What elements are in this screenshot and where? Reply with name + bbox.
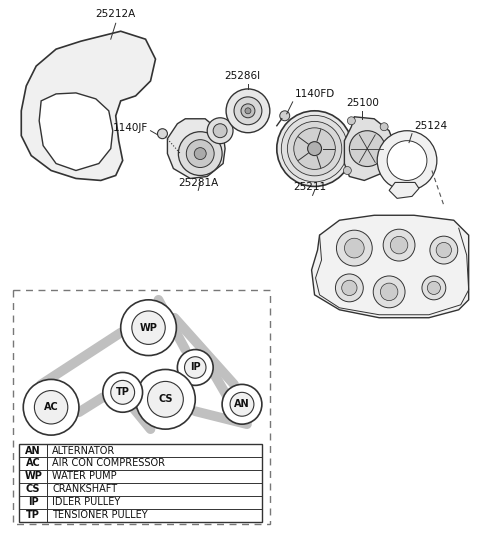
Text: WATER PUMP: WATER PUMP <box>52 471 117 481</box>
Polygon shape <box>312 215 468 318</box>
Circle shape <box>436 243 452 258</box>
Circle shape <box>427 281 441 294</box>
Bar <box>19 444 262 522</box>
Circle shape <box>111 381 134 404</box>
Text: 25100: 25100 <box>346 98 379 108</box>
Circle shape <box>288 122 342 176</box>
Text: AIR CON COMPRESSOR: AIR CON COMPRESSOR <box>52 458 165 469</box>
Circle shape <box>132 311 165 344</box>
Text: 25286I: 25286I <box>224 71 260 81</box>
Circle shape <box>348 117 355 125</box>
Text: CS: CS <box>26 484 40 494</box>
Circle shape <box>380 283 398 301</box>
Text: 25211: 25211 <box>293 182 326 192</box>
Circle shape <box>184 357 206 378</box>
Circle shape <box>230 392 254 416</box>
Circle shape <box>207 118 233 144</box>
Text: AC: AC <box>26 458 41 469</box>
Circle shape <box>308 142 322 156</box>
Text: IDLER PULLEY: IDLER PULLEY <box>52 497 120 507</box>
Text: ALTERNATOR: ALTERNATOR <box>52 446 115 456</box>
Circle shape <box>277 111 352 187</box>
Circle shape <box>387 141 427 181</box>
Circle shape <box>35 391 68 424</box>
Text: AN: AN <box>234 399 250 409</box>
Polygon shape <box>389 182 419 198</box>
Circle shape <box>349 131 385 166</box>
Text: AC: AC <box>44 402 59 412</box>
Polygon shape <box>39 93 113 171</box>
Circle shape <box>383 229 415 261</box>
Circle shape <box>120 300 176 356</box>
Circle shape <box>179 132 222 175</box>
Bar <box>13 290 270 523</box>
Circle shape <box>336 274 363 302</box>
Text: IP: IP <box>190 362 201 373</box>
Circle shape <box>222 384 262 424</box>
Circle shape <box>343 166 351 174</box>
Text: 25281A: 25281A <box>178 179 218 188</box>
Circle shape <box>383 152 391 160</box>
Text: 25212A: 25212A <box>96 9 136 19</box>
Text: WP: WP <box>140 322 157 333</box>
Polygon shape <box>168 119 225 179</box>
Circle shape <box>336 230 372 266</box>
Text: 25124: 25124 <box>414 120 447 131</box>
Text: TP: TP <box>26 510 40 520</box>
Text: TENSIONER PULLEY: TENSIONER PULLEY <box>52 510 148 520</box>
Circle shape <box>430 236 458 264</box>
Circle shape <box>157 129 168 139</box>
Circle shape <box>103 373 143 412</box>
Polygon shape <box>21 31 156 181</box>
Text: AN: AN <box>25 446 41 456</box>
Circle shape <box>345 238 364 258</box>
Circle shape <box>294 128 336 169</box>
Circle shape <box>136 369 195 429</box>
Circle shape <box>422 276 446 300</box>
Circle shape <box>241 104 255 118</box>
Circle shape <box>280 111 290 121</box>
Circle shape <box>373 276 405 308</box>
Circle shape <box>23 379 79 435</box>
Circle shape <box>342 280 357 295</box>
Text: 1140JF: 1140JF <box>113 123 148 133</box>
Text: IP: IP <box>28 497 38 507</box>
Circle shape <box>380 123 388 131</box>
Text: WP: WP <box>24 471 42 481</box>
Circle shape <box>377 131 437 190</box>
Text: TP: TP <box>116 387 130 397</box>
Circle shape <box>147 382 183 417</box>
Text: CRANKSHAFT: CRANKSHAFT <box>52 484 117 494</box>
Circle shape <box>213 124 227 138</box>
Text: 1140FD: 1140FD <box>295 89 335 99</box>
Circle shape <box>281 115 348 182</box>
Circle shape <box>186 140 214 167</box>
Circle shape <box>234 97 262 125</box>
Circle shape <box>226 89 270 133</box>
Circle shape <box>178 350 213 385</box>
Polygon shape <box>344 117 394 181</box>
Text: CS: CS <box>158 394 173 405</box>
Circle shape <box>245 108 251 114</box>
Circle shape <box>194 148 206 159</box>
Circle shape <box>390 236 408 254</box>
